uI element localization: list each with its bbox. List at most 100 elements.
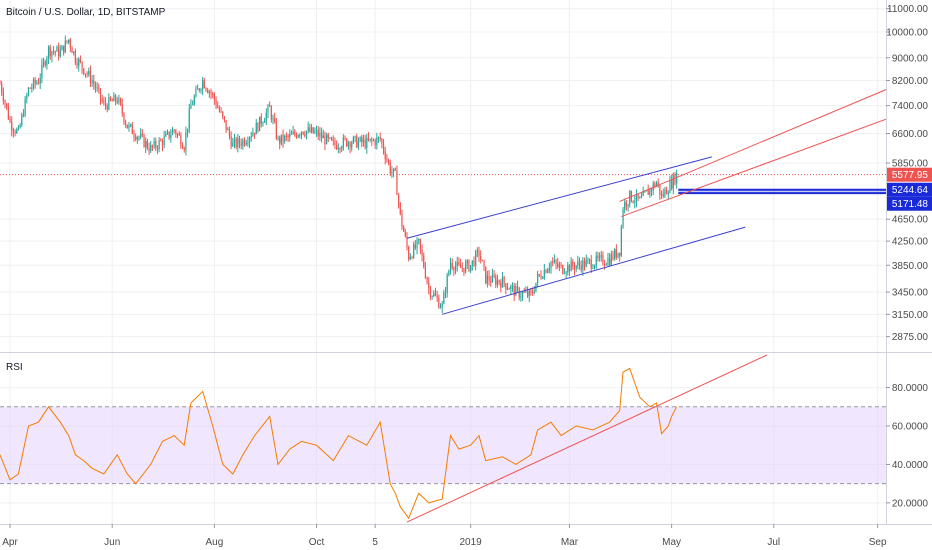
- candle-body: [63, 45, 65, 53]
- candle-body: [208, 91, 210, 93]
- candle-body: [647, 190, 649, 195]
- candle-body: [0, 83, 1, 85]
- candle-body: [602, 255, 604, 265]
- x-tick-label: Mar: [561, 537, 579, 548]
- candle-body: [391, 171, 393, 174]
- candle-body: [130, 124, 132, 126]
- candle-body: [667, 192, 669, 195]
- candle-body: [217, 106, 219, 108]
- candle-body: [399, 202, 401, 214]
- candle-body: [610, 254, 612, 265]
- candle-body: [609, 257, 611, 265]
- candle-body: [2, 92, 4, 102]
- candle-body: [314, 131, 316, 133]
- candle-body: [163, 136, 165, 146]
- candle-body: [200, 89, 202, 91]
- candle-body: [371, 138, 373, 141]
- candle-body: [379, 137, 381, 140]
- candle-body: [242, 139, 244, 146]
- candle-body: [1, 83, 3, 93]
- candle-body: [267, 105, 269, 113]
- candle-body: [557, 263, 559, 267]
- candle-body: [101, 98, 103, 102]
- candle-body: [650, 188, 653, 191]
- candle-body: [552, 261, 554, 263]
- candle-body: [419, 238, 421, 249]
- candle-body: [322, 135, 324, 139]
- candle-body: [91, 80, 93, 83]
- rsi-trendline: [406, 354, 768, 523]
- candle-body: [654, 183, 656, 187]
- candle-body: [604, 264, 606, 266]
- candle-body: [136, 137, 138, 140]
- candle-body: [178, 133, 180, 136]
- candle-body: [473, 260, 475, 266]
- candle-body: [4, 101, 6, 104]
- candle-body: [428, 282, 430, 289]
- candle-body: [513, 285, 515, 296]
- candle-body: [381, 139, 383, 144]
- candle-body: [369, 138, 371, 141]
- candle-body: [583, 260, 586, 267]
- candle-body: [334, 140, 336, 145]
- candle-body: [69, 39, 71, 48]
- candle-body: [260, 116, 262, 124]
- candle-body: [438, 298, 440, 308]
- candle-body: [361, 137, 363, 143]
- candle-body: [526, 291, 529, 297]
- candle-body: [392, 168, 395, 172]
- candle-body: [140, 133, 142, 137]
- candle-body: [135, 136, 137, 140]
- candle-body: [344, 137, 346, 139]
- candle-body: [248, 137, 251, 143]
- candle-body: [88, 70, 90, 75]
- candle-body: [141, 133, 143, 135]
- candle-body: [133, 134, 135, 137]
- candle-body: [540, 275, 542, 279]
- candle-body: [295, 134, 298, 138]
- candle-body: [81, 61, 83, 69]
- current-price-badge-text: 5577.95: [892, 170, 929, 181]
- candle-body: [104, 102, 107, 106]
- candle-body: [285, 135, 288, 137]
- candle-body: [542, 278, 544, 280]
- candle-body: [294, 131, 296, 135]
- candle-body: [421, 248, 423, 256]
- candle-body: [558, 264, 561, 267]
- candle-body: [32, 79, 35, 88]
- candle-body: [170, 134, 172, 138]
- candle-body: [655, 182, 658, 187]
- rsi-y-tick-label: 20.0000: [892, 498, 929, 509]
- candle-body: [235, 138, 237, 147]
- candle-body: [597, 255, 599, 259]
- candle-body: [572, 261, 574, 267]
- candle-body: [588, 259, 591, 261]
- candle-body: [560, 264, 562, 266]
- y-tick-label: 4250.00: [892, 237, 929, 248]
- candle-body: [44, 61, 46, 66]
- candle-body: [404, 231, 406, 237]
- candle-body: [359, 137, 361, 142]
- candle-body: [165, 133, 167, 137]
- candle-body: [332, 140, 334, 142]
- candle-body: [155, 141, 157, 148]
- candle-body: [372, 140, 375, 142]
- candle-body: [605, 264, 607, 266]
- candle-body: [176, 133, 179, 135]
- candle-body: [481, 259, 483, 262]
- candle-body: [47, 46, 50, 59]
- candle-body: [153, 141, 155, 147]
- candle-body: [36, 82, 38, 84]
- candle-body: [279, 137, 281, 144]
- candle-body: [46, 58, 48, 66]
- candle-body: [114, 95, 117, 102]
- candle-body: [582, 260, 584, 271]
- candle-body: [374, 140, 376, 146]
- candle-body: [52, 51, 55, 53]
- rsi-title: RSI: [6, 362, 23, 373]
- candle-body: [547, 269, 549, 273]
- candle-body: [146, 140, 148, 149]
- candle-body: [207, 89, 209, 93]
- candle-body: [615, 249, 617, 258]
- candle-body: [262, 122, 264, 124]
